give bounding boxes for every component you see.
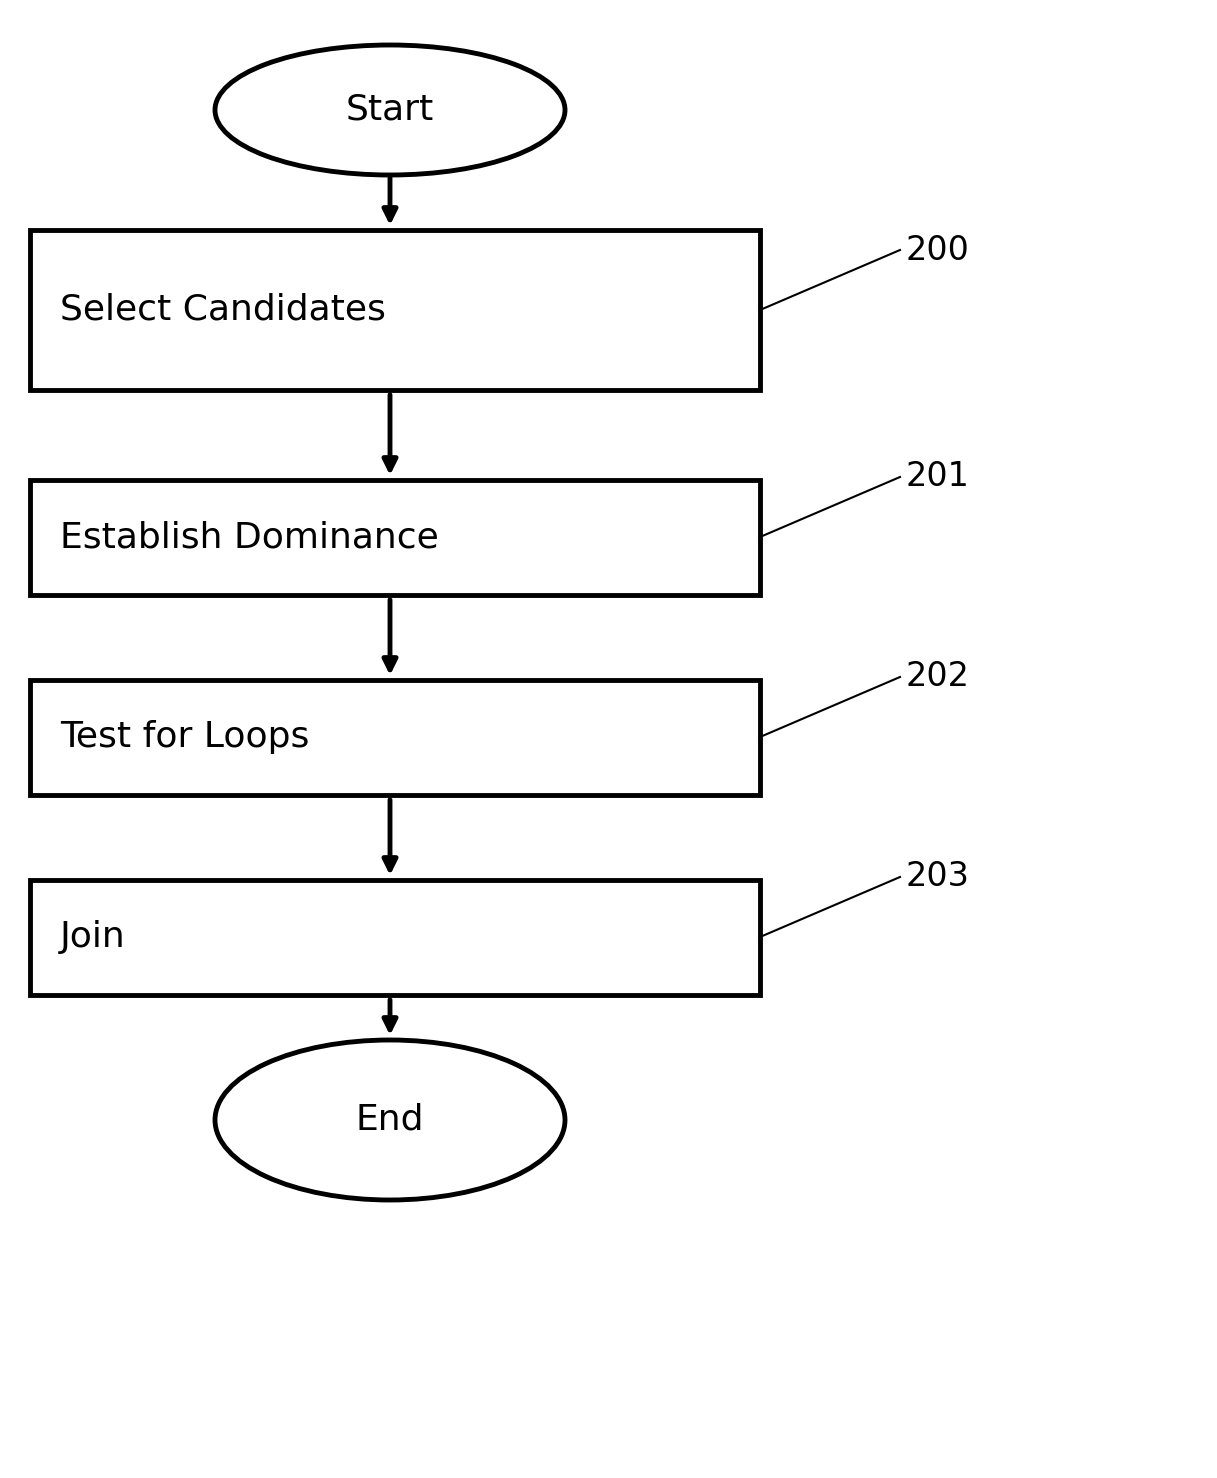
- Bar: [30, 231, 759, 390]
- Text: 202: 202: [905, 661, 969, 693]
- Bar: [30, 879, 759, 995]
- Text: Establish Dominance: Establish Dominance: [60, 520, 439, 554]
- Ellipse shape: [215, 1041, 565, 1200]
- Text: Join: Join: [60, 921, 125, 955]
- Text: 201: 201: [905, 461, 969, 494]
- Bar: [30, 480, 759, 596]
- Text: Test for Loops: Test for Loops: [60, 720, 309, 754]
- Ellipse shape: [215, 44, 565, 174]
- Bar: [30, 680, 759, 795]
- Text: Start: Start: [346, 93, 434, 127]
- Text: 203: 203: [905, 860, 969, 894]
- Text: Select Candidates: Select Candidates: [60, 293, 386, 327]
- Text: 200: 200: [905, 234, 969, 266]
- Text: End: End: [355, 1103, 425, 1137]
